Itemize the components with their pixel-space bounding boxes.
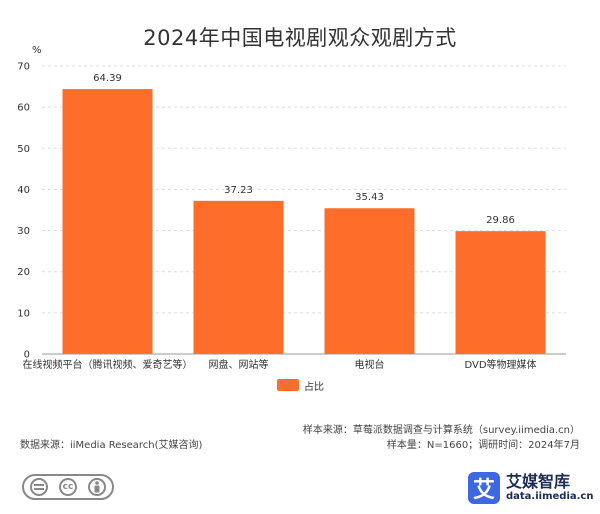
category-labels: 在线视频平台（腾讯视频、爱奇艺等） 网盘、网站等 电视台 DVD等物理媒体 — [23, 358, 537, 371]
category-label: 在线视频平台（腾讯视频、爱奇艺等） — [23, 358, 193, 371]
sample-size-text: 样本量：N=1660；调研时间：2024年7月 — [386, 440, 580, 451]
person-icon — [88, 478, 107, 496]
data-labels: 64.39 37.23 35.43 29.86 — [93, 73, 515, 226]
bar — [455, 231, 546, 354]
bar-value-label: 64.39 — [93, 73, 122, 84]
bar-value-label: 29.86 — [486, 215, 515, 226]
brand-text: 艾媒智库 data.iimedia.cn — [506, 473, 593, 503]
cc-icon: cc — [58, 478, 77, 496]
brand-name: 艾媒智库 — [506, 472, 571, 491]
legend: 占比 — [277, 378, 324, 393]
y-tick-label: 60 — [17, 103, 30, 114]
y-tick-label: 70 — [17, 62, 30, 73]
bars — [62, 89, 546, 354]
category-label: 网盘、网站等 — [209, 358, 269, 371]
bar — [324, 208, 415, 354]
y-tick-label: 20 — [17, 267, 30, 278]
y-tick-label: 50 — [17, 144, 30, 155]
bar-value-label: 35.43 — [355, 192, 384, 203]
data-source-text: 数据来源：iiMedia Research(艾媒咨询) — [20, 440, 203, 451]
y-tick-label: 10 — [17, 308, 30, 319]
bar — [193, 200, 284, 354]
y-tick-label: 40 — [17, 185, 30, 196]
equals-icon — [29, 478, 48, 496]
cc-license-badge: cc — [22, 474, 114, 500]
y-tick-label: 0 — [24, 350, 30, 361]
y-axis-unit: % — [32, 45, 42, 56]
bar-chart: 0 10 20 30 40 50 60 70 % 64.39 37.23 35.43 29.86 在… — [17, 45, 566, 371]
category-label: DVD等物理媒体 — [464, 358, 536, 371]
category-label: 电视台 — [355, 358, 385, 371]
y-tick-label: 30 — [17, 226, 30, 237]
brand-block: 艾 艾媒智库 data.iimedia.cn — [468, 472, 593, 504]
bar — [62, 89, 153, 354]
brand-logo-icon: 艾 — [468, 472, 500, 504]
legend-label: 占比 — [304, 381, 324, 393]
y-axis-ticks: 0 10 20 30 40 50 60 70 — [17, 62, 30, 361]
legend-swatch — [277, 379, 299, 391]
bar-value-label: 37.23 — [224, 185, 253, 196]
sample-source-text: 样本来源：草莓派数据调查与计算系统（survey.iimedia.cn） — [302, 425, 580, 436]
brand-url: data.iimedia.cn — [506, 491, 594, 502]
chart-title: 2024年中国电视剧观众观剧方式 — [143, 26, 457, 50]
